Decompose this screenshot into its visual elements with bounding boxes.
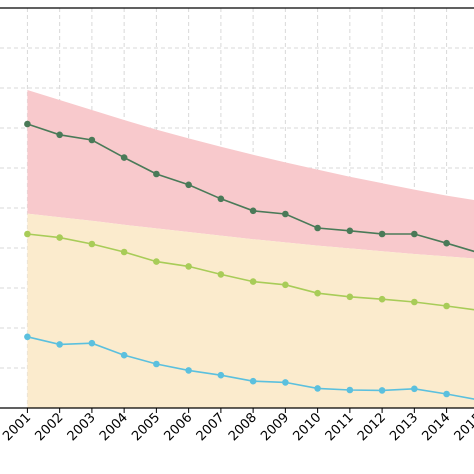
series-2-point bbox=[185, 263, 192, 270]
series-2-point bbox=[314, 289, 321, 297]
series-3-point bbox=[88, 339, 96, 347]
series-3-point bbox=[346, 386, 354, 394]
series-1-point bbox=[217, 195, 225, 203]
series-3-point bbox=[217, 371, 225, 379]
series-2-point bbox=[378, 295, 386, 303]
series-2-point bbox=[120, 248, 128, 256]
series-1-point bbox=[411, 230, 418, 238]
series-3-point bbox=[185, 367, 192, 374]
series-3-point bbox=[249, 377, 257, 385]
series-1-point bbox=[153, 170, 160, 178]
series-1-point bbox=[314, 224, 321, 232]
series-1-point bbox=[282, 210, 289, 218]
series-1-point bbox=[88, 136, 96, 144]
series-1-point bbox=[56, 131, 63, 139]
series-points bbox=[24, 120, 450, 398]
series-3-point bbox=[411, 385, 418, 393]
series-3-point bbox=[56, 341, 63, 348]
series-2-point bbox=[249, 278, 257, 285]
series-1-point bbox=[443, 239, 450, 247]
band-1 bbox=[27, 90, 474, 259]
series-2-point bbox=[282, 281, 289, 289]
series-3-point bbox=[282, 379, 289, 386]
series-2-point bbox=[217, 271, 225, 278]
series-1-point bbox=[249, 207, 257, 215]
series-1-point bbox=[346, 227, 354, 235]
series-1-point bbox=[24, 120, 31, 128]
series-2-point bbox=[88, 240, 96, 248]
series-2-point bbox=[153, 258, 160, 265]
series-1-point bbox=[120, 154, 128, 161]
plot-frame bbox=[0, 7, 474, 409]
series-1-point bbox=[378, 230, 386, 238]
series-2-point bbox=[411, 298, 418, 306]
series-3-point bbox=[443, 390, 450, 398]
series-1-point bbox=[185, 181, 192, 189]
series-3-point bbox=[314, 385, 321, 392]
series-2-point bbox=[24, 230, 31, 238]
series-3-point bbox=[378, 387, 386, 394]
series-3-point bbox=[24, 333, 31, 341]
series-3-point bbox=[153, 360, 160, 368]
series-2-point bbox=[443, 302, 450, 310]
series-2-point bbox=[346, 293, 354, 301]
series-3-point bbox=[120, 351, 128, 359]
series-2-point bbox=[56, 234, 63, 241]
